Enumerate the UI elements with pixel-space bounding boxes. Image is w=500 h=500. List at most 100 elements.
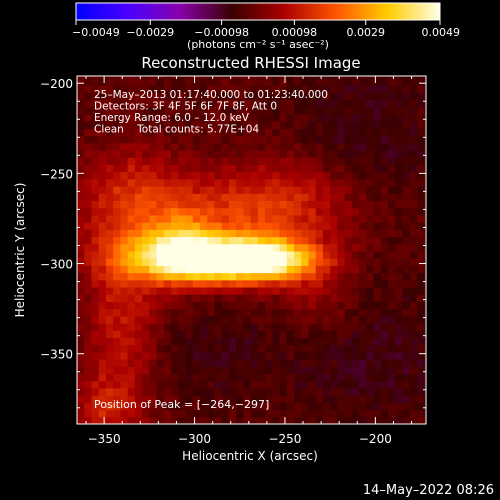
- heatmap-cell: [163, 279, 172, 288]
- heatmap-cell: [337, 279, 346, 288]
- heatmap-cell: [380, 135, 389, 144]
- x-axis: −350 −300 −250 −200: [85, 76, 413, 446]
- heatmap-cell: [98, 113, 107, 122]
- heatmap-cell: [395, 323, 404, 331]
- heatmap-cell: [228, 229, 237, 238]
- colorbar-unit-label: (photons cm⁻² s⁻¹ asec⁻²): [187, 38, 329, 51]
- heatmap-cell: [77, 157, 85, 165]
- heatmap-cell: [380, 344, 389, 353]
- heatmap-cell: [359, 265, 367, 274]
- heatmap-cell: [98, 185, 107, 194]
- heatmap-cell: [395, 301, 404, 310]
- heatmap-cell: [127, 323, 136, 331]
- heatmap-cell: [265, 128, 273, 137]
- heatmap-cell: [127, 380, 136, 389]
- heatmap-cell: [424, 243, 426, 252]
- heatmap-cell: [77, 250, 85, 259]
- heatmap-cell: [380, 229, 389, 238]
- heatmap-cell: [98, 135, 107, 144]
- heatmap-cell: [301, 301, 310, 310]
- heatmap-cell: [344, 402, 353, 411]
- heatmap-cell: [77, 214, 85, 223]
- heatmap-cell: [84, 323, 93, 331]
- heatmap-cell: [416, 373, 425, 382]
- heatmap-cell: [192, 99, 201, 108]
- heatmap-cell: [120, 416, 129, 424]
- heatmap-cell: [199, 77, 208, 86]
- heatmap-cell: [134, 301, 143, 310]
- heatmap-cell: [344, 359, 353, 367]
- heatmap-cell: [178, 121, 187, 129]
- heatmap-cell: [127, 409, 136, 418]
- heatmap-cell: [120, 92, 129, 101]
- heatmap-cell: [286, 171, 295, 180]
- heatmap-cell: [149, 77, 158, 86]
- heatmap-cell: [337, 294, 346, 302]
- heatmap-cell: [373, 222, 382, 230]
- heatmap-cell: [156, 106, 165, 115]
- heatmap-cell: [322, 106, 331, 115]
- heatmap-cell: [84, 171, 93, 180]
- x-axis-label: Heliocentric X (arcsec): [182, 449, 318, 463]
- heatmap-cell: [380, 308, 389, 317]
- heatmap-cell: [207, 85, 216, 93]
- heatmap-cell: [402, 236, 411, 245]
- heatmap-cell: [207, 308, 216, 317]
- heatmap-cell: [98, 207, 107, 216]
- heatmap-cell: [214, 409, 223, 418]
- heatmap-cell: [359, 229, 367, 238]
- heatmap-cell: [134, 128, 143, 137]
- heatmap-cell: [286, 344, 295, 353]
- heatmap-cell: [388, 250, 396, 259]
- heatmap-cell: [402, 337, 411, 346]
- heatmap-cell: [214, 323, 223, 331]
- heatmap-cell: [228, 323, 237, 331]
- heatmap-cell: [301, 207, 310, 216]
- heatmap-cell: [380, 373, 389, 382]
- heatmap-cell: [380, 402, 389, 411]
- heatmap-cell: [337, 113, 346, 122]
- heatmap-cell: [330, 265, 338, 274]
- heatmap-cell: [373, 178, 382, 187]
- heatmap-cell: [409, 113, 418, 122]
- heatmap-cell: [373, 200, 382, 209]
- heatmap-cell: [214, 265, 223, 274]
- heatmap-cell: [77, 77, 85, 86]
- heatmap-cell: [395, 236, 404, 245]
- heatmap-cell: [207, 323, 216, 331]
- heatmap-cell: [113, 294, 121, 302]
- heatmap-cell: [171, 323, 179, 331]
- heatmap-cell: [424, 178, 426, 187]
- heatmap-cell: [77, 402, 85, 411]
- chart-title: Reconstructed RHESSI Image: [141, 54, 360, 72]
- heatmap-cell: [178, 265, 187, 274]
- heatmap-cell: [163, 106, 172, 115]
- heatmap-cell: [142, 164, 150, 173]
- heatmap-cell: [243, 373, 252, 382]
- heatmap-cell: [416, 359, 425, 367]
- heatmap-cell: [207, 243, 216, 252]
- heatmap-cell: [359, 250, 367, 259]
- heatmap-cell: [308, 171, 317, 180]
- heatmap-cell: [127, 229, 136, 238]
- heatmap-cell: [359, 222, 367, 230]
- heatmap-cell: [221, 330, 230, 339]
- heatmap-cell: [228, 222, 237, 230]
- heatmap-cell: [424, 395, 426, 403]
- heatmap-cell: [359, 171, 367, 180]
- heatmap-cell: [105, 200, 114, 209]
- heatmap-cell: [84, 272, 93, 281]
- heatmap-cell: [214, 142, 223, 151]
- heatmap-cell: [373, 193, 382, 202]
- heatmap-cell: [293, 250, 302, 259]
- heatmap-cell: [149, 85, 158, 93]
- heatmap-cell: [142, 157, 150, 165]
- heatmap-cell: [127, 178, 136, 187]
- heatmap-cell: [142, 77, 150, 86]
- heatmap-cell: [402, 149, 411, 158]
- heatmap-cell: [395, 294, 404, 302]
- heatmap-cell: [402, 171, 411, 180]
- heatmap-cell: [366, 366, 375, 375]
- heatmap-cell: [171, 99, 179, 108]
- heatmap-cell: [424, 229, 426, 238]
